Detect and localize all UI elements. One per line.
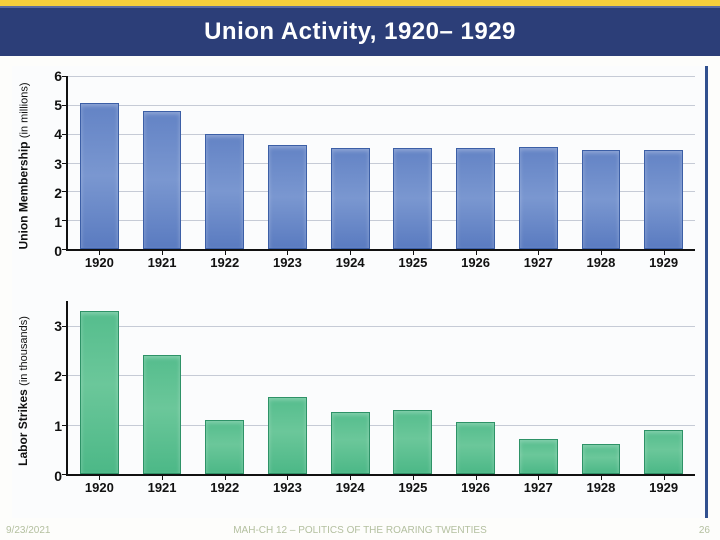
ytick-label: 2 (38, 185, 62, 201)
bar (582, 150, 621, 249)
bar (519, 439, 558, 474)
gridline (68, 105, 695, 106)
footer-date: 9/23/2021 (6, 525, 51, 536)
footer-midtext: MAH-CH 12 – POLITICS OF THE ROARING TWEN… (0, 525, 720, 536)
xtick-label: 1928 (586, 255, 615, 270)
xtick-label: 1924 (336, 480, 365, 495)
ytick-label: 0 (38, 243, 62, 259)
xtick-label: 1923 (273, 480, 302, 495)
bar (582, 444, 621, 474)
ytick-mark (62, 326, 68, 327)
xtick-label: 1922 (210, 480, 239, 495)
ytick-mark (62, 163, 68, 164)
xtick-label: 1925 (398, 255, 427, 270)
footer-page: 26 (699, 525, 710, 536)
ytick-mark (62, 76, 68, 77)
panel-union-membership: Union Membership (in millions) 192019211… (12, 66, 705, 291)
ytick-label: 2 (38, 368, 62, 384)
bar (268, 397, 307, 474)
bar (205, 134, 244, 249)
header: Union Activity, 1920– 1929 (0, 0, 720, 56)
bar (644, 150, 683, 249)
plot-top: 1920192119221923192419251926192719281929 (66, 76, 695, 251)
panel-labor-strikes: Labor Strikes (in thousands) 19201921192… (12, 291, 705, 516)
ytick-mark (62, 134, 68, 135)
bar (80, 103, 119, 249)
xtick-label: 1923 (273, 255, 302, 270)
xtick-label: 1929 (649, 480, 678, 495)
xtick-label: 1920 (85, 480, 114, 495)
bar (143, 355, 182, 474)
bar (205, 420, 244, 474)
header-title-bar: Union Activity, 1920– 1929 (0, 6, 720, 56)
bar (143, 111, 182, 249)
ytick-mark (62, 249, 68, 250)
xtick-label: 1925 (398, 480, 427, 495)
xtick-label: 1924 (336, 255, 365, 270)
bar (80, 311, 119, 474)
ylabel-bottom: Labor Strikes (in thousands) (12, 291, 34, 491)
ytick-label: 1 (38, 214, 62, 230)
bar (331, 148, 370, 249)
xtick-label: 1920 (85, 255, 114, 270)
xtick-label: 1926 (461, 255, 490, 270)
bar (519, 147, 558, 249)
bar (331, 412, 370, 474)
xtick-label: 1921 (148, 255, 177, 270)
header-title: Union Activity, 1920– 1929 (204, 18, 516, 46)
ytick-label: 3 (38, 156, 62, 172)
ylabel-top: Union Membership (in millions) (12, 66, 34, 266)
ytick-label: 0 (38, 468, 62, 484)
bar (456, 148, 495, 249)
ytick-mark (62, 191, 68, 192)
charts-area: Union Membership (in millions) 192019211… (12, 66, 708, 518)
ytick-label: 6 (38, 68, 62, 84)
xtick-label: 1927 (524, 480, 553, 495)
bar (644, 430, 683, 474)
bar (393, 410, 432, 474)
gridline (68, 76, 695, 77)
ytick-label: 4 (38, 126, 62, 142)
ytick-mark (62, 474, 68, 475)
gridline (68, 326, 695, 327)
ytick-label: 3 (38, 318, 62, 334)
ytick-label: 1 (38, 418, 62, 434)
ytick-mark (62, 375, 68, 376)
bar (456, 422, 495, 474)
xtick-label: 1928 (586, 480, 615, 495)
xtick-label: 1929 (649, 255, 678, 270)
xtick-label: 1921 (148, 480, 177, 495)
ytick-label: 5 (38, 97, 62, 113)
xtick-label: 1926 (461, 480, 490, 495)
ytick-mark (62, 425, 68, 426)
ytick-mark (62, 220, 68, 221)
footer: 9/23/2021 MAH-CH 12 – POLITICS OF THE RO… (0, 522, 720, 538)
xtick-label: 1922 (210, 255, 239, 270)
bar (268, 145, 307, 249)
bar (393, 148, 432, 249)
ytick-mark (62, 105, 68, 106)
xtick-label: 1927 (524, 255, 553, 270)
plot-bottom: 1920192119221923192419251926192719281929 (66, 301, 695, 476)
